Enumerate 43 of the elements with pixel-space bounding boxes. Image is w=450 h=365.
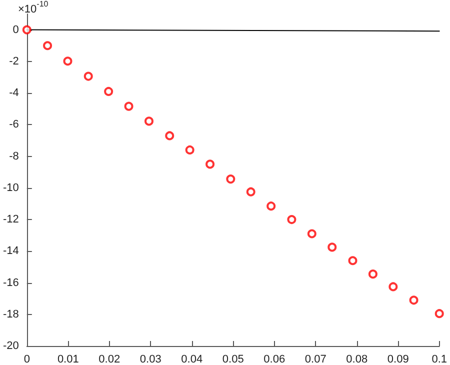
point [328, 242, 337, 252]
y-tick-label: -4 [9, 87, 19, 100]
point [368, 270, 378, 279]
point [206, 160, 215, 169]
point [165, 131, 174, 140]
y-tick-label: -14 [2, 245, 19, 258]
point [22, 25, 32, 34]
x-tick-label: 0.08 [346, 354, 368, 365]
point [434, 309, 444, 318]
point [124, 102, 134, 111]
y-tick-label: -2 [9, 55, 19, 68]
x-tick-label: 0 [24, 354, 30, 365]
point [63, 56, 72, 66]
x-tick-label: 0.07 [304, 354, 326, 365]
point [388, 282, 398, 292]
x-tick-label: 0.1 [432, 354, 448, 365]
point [409, 296, 418, 305]
x-tick-label: 0.04 [181, 354, 203, 365]
y-tick-label: -16 [2, 276, 19, 289]
x-tick-label: 0.09 [387, 354, 409, 365]
y-tick-label: -18 [2, 308, 19, 320]
point [185, 145, 194, 154]
y-tick-label: -8 [9, 150, 19, 162]
x-tick-label: 0.03 [140, 354, 162, 365]
x-tick-label: 0.05 [222, 354, 244, 365]
y-tick-label: -20 [2, 340, 19, 352]
point [266, 202, 276, 211]
x-tick-label: 0.01 [57, 354, 79, 365]
x-tick-label: 0.06 [264, 354, 286, 365]
point [348, 256, 358, 266]
point [246, 187, 256, 196]
point [144, 116, 154, 126]
y-tick-label: -12 [2, 214, 19, 226]
point [84, 72, 93, 81]
point [226, 174, 236, 184]
point [43, 41, 52, 50]
point [287, 215, 296, 224]
y-tick-label: 0 [12, 24, 19, 36]
y-tick-label: -6 [9, 118, 19, 131]
point [104, 86, 114, 96]
point [307, 229, 316, 238]
x-tick-label: 0.02 [98, 354, 120, 365]
y-tick-label: -10 [2, 182, 19, 194]
